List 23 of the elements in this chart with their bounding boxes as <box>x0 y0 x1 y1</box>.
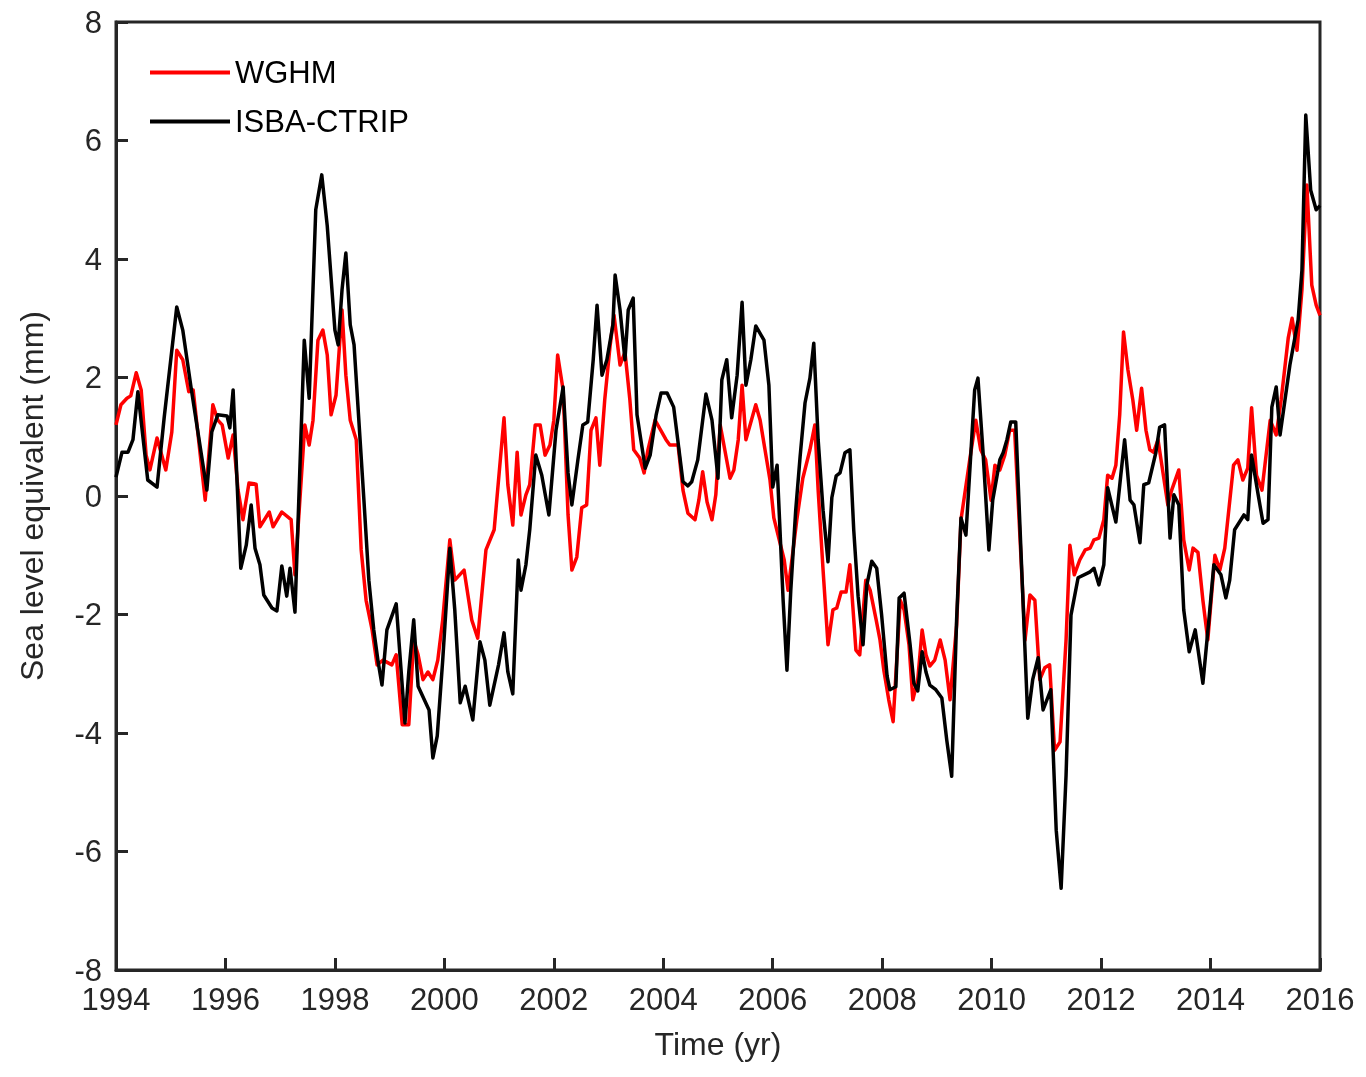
y-tick-label: 6 <box>84 123 102 158</box>
y-tick-label: 4 <box>84 241 102 277</box>
x-tick-label: 2012 <box>1066 982 1136 1017</box>
x-tick-label: 1998 <box>300 982 370 1017</box>
legend-label: WGHM <box>235 55 337 90</box>
x-tick-label: 2008 <box>847 982 917 1017</box>
x-tick-label: 2010 <box>957 982 1027 1017</box>
y-tick-label: 0 <box>84 478 102 514</box>
legend-label: ISBA-CTRIP <box>235 104 409 139</box>
y-tick-label: -2 <box>74 597 102 632</box>
x-tick-label: 2014 <box>1176 982 1246 1017</box>
x-tick-label: 2016 <box>1285 982 1355 1017</box>
x-tick-label: 2000 <box>409 982 479 1017</box>
y-axis-title: Sea level equivalent (mm) <box>14 311 50 681</box>
x-axis-title: Time (yr) <box>654 1026 782 1062</box>
x-tick-label: 2006 <box>738 982 808 1017</box>
x-tick-label: 1996 <box>190 982 260 1017</box>
y-tick-label: -6 <box>74 834 102 869</box>
x-tick-label: 2004 <box>628 982 698 1017</box>
y-tick-label: 2 <box>84 360 102 395</box>
y-tick-label: -4 <box>74 715 102 751</box>
x-tick-label: 2002 <box>519 982 589 1017</box>
y-tick-label: 8 <box>84 4 102 40</box>
